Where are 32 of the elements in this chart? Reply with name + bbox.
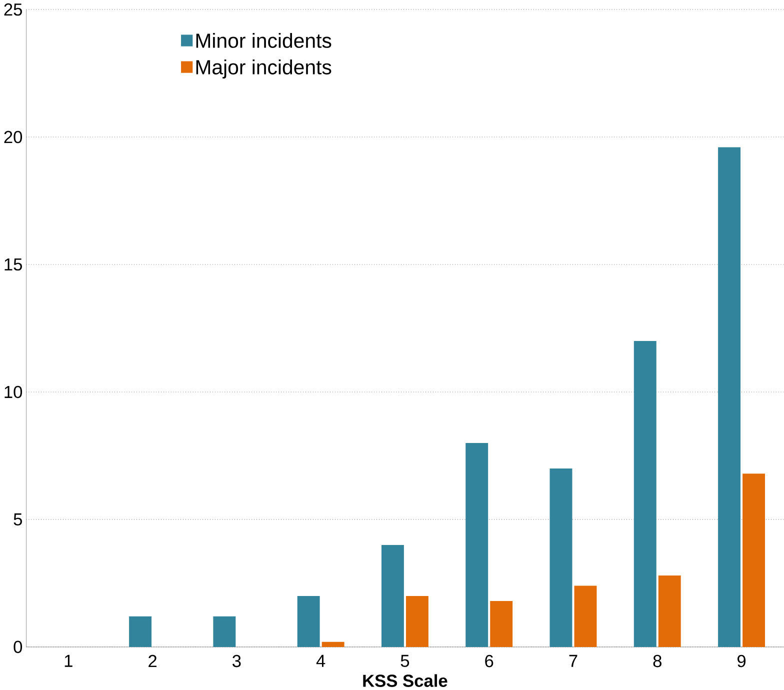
bar (490, 600, 513, 647)
bar (742, 473, 765, 647)
legend-label: Minor incidents (196, 32, 332, 48)
bar (550, 468, 572, 647)
bar (213, 616, 236, 647)
x-tick-label: 7 (569, 654, 578, 667)
x-tick-label: 9 (738, 654, 746, 668)
y-tick-label: 0 (14, 640, 22, 653)
bar (129, 616, 152, 647)
bar (574, 586, 597, 647)
bar (634, 340, 656, 647)
x-axis-title: KSS Scale (363, 674, 448, 687)
y-tick-label: 10 (4, 386, 22, 398)
x-tick-label: 5 (400, 654, 410, 667)
bar (381, 544, 404, 647)
x-tick-label: 6 (485, 654, 494, 668)
y-tick-label: 5 (14, 513, 22, 526)
x-tick-label: 8 (653, 654, 662, 668)
y-tick-label: 15 (4, 258, 22, 270)
bar (297, 596, 320, 647)
bar (406, 596, 428, 647)
x-tick-label: 2 (148, 654, 156, 667)
y-tick-label: 25 (4, 3, 22, 16)
legend-label: Major incidents (196, 59, 332, 78)
bar (658, 575, 681, 647)
bar (322, 642, 344, 647)
bar (466, 442, 488, 647)
bar (718, 147, 740, 647)
x-tick-label: 3 (232, 654, 241, 668)
y-tick-label: 20 (4, 130, 22, 143)
x-tick-label: 4 (316, 654, 326, 667)
x-tick-label: 1 (64, 654, 72, 667)
